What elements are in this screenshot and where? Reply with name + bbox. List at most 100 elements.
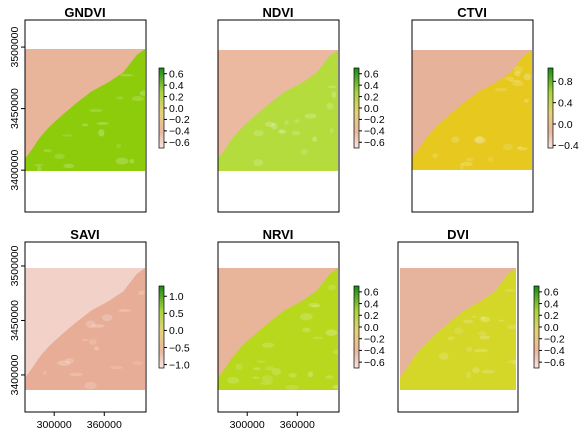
legend-colorbar [158, 67, 165, 149]
plot-frame [217, 241, 340, 413]
x-tick-label: 300000 [230, 419, 265, 431]
raster-land [218, 50, 338, 171]
raster-texture [256, 360, 266, 363]
legend-tick-label: −0.6 [544, 357, 565, 369]
legend-tick-label: 0.4 [169, 80, 184, 92]
panel-savi: SAVI 3400000 3450000 3500000 300000 360000 1.0… [9, 227, 190, 431]
raster-texture [227, 377, 240, 384]
raster-texture [466, 371, 472, 379]
raster-texture [65, 358, 74, 364]
legend-tick-label: 0.0 [558, 119, 573, 131]
raster-texture [325, 375, 334, 379]
legend-tick-label: −0.4 [558, 140, 579, 152]
raster-texture [138, 290, 146, 293]
raster-texture [57, 360, 71, 366]
raster-texture [285, 385, 300, 390]
panel-title: CTVI [457, 5, 487, 20]
legend-tick-label: −0.2 [364, 334, 385, 346]
raster-texture [311, 304, 321, 308]
raster-texture [117, 309, 131, 312]
raster-texture [432, 153, 439, 159]
raster-texture [506, 324, 519, 330]
raster-texture [480, 316, 491, 323]
raster-texture [253, 129, 264, 137]
legend-tick-label: −0.4 [364, 345, 385, 357]
raster-texture [494, 87, 508, 92]
raster-texture [116, 143, 122, 149]
panel-ctvi: CTVI 0.8 0.4 0.0 −0.4 [411, 5, 579, 213]
raster-texture [82, 338, 89, 341]
raster-texture [284, 119, 289, 126]
raster-texture [252, 376, 260, 379]
legend-tick-label: 0.4 [544, 298, 559, 310]
legend-tick-label: −0.6 [169, 137, 190, 149]
raster-texture [327, 85, 337, 89]
legend-tick-label: 0.0 [169, 103, 184, 115]
x-tick-label: 360000 [87, 419, 122, 431]
raster-texture [331, 91, 337, 99]
raster-texture [308, 302, 320, 308]
legend-colorbar [533, 285, 540, 369]
legend-tick-label: 0.2 [169, 91, 184, 103]
legend-tick-label: 0.0 [169, 325, 184, 337]
raster-texture [63, 163, 75, 169]
raster-texture [506, 359, 520, 364]
raster-texture [459, 163, 464, 170]
raster-texture [465, 346, 473, 353]
raster-texture [502, 143, 513, 151]
legend-tick-label: 1.0 [169, 291, 184, 303]
raster-texture [498, 319, 505, 322]
legend-tick-label: −0.2 [364, 114, 385, 126]
raster-texture [326, 102, 334, 110]
raster-texture [301, 327, 311, 333]
panel-title: SAVI [70, 227, 99, 242]
raster-texture [294, 119, 300, 124]
legend-tick-label: −0.6 [364, 137, 385, 149]
raster-texture [37, 165, 42, 174]
raster-texture [505, 76, 515, 81]
raster-texture [265, 366, 275, 371]
legend-tick-label: 0.2 [544, 310, 559, 322]
legend-tick-label: 0.0 [364, 322, 379, 334]
raster-texture [523, 98, 529, 103]
raster-land [218, 268, 338, 390]
panel-dvi: DVI 0.60.40.20.0−0.2−0.4−0.6 [397, 227, 565, 413]
raster-texture [304, 113, 317, 119]
raster-texture [96, 121, 109, 125]
raster-texture [33, 163, 44, 167]
raster-land [412, 50, 532, 170]
raster-texture [88, 338, 97, 346]
raster-texture [301, 148, 308, 155]
legend-tick-label: −0.5 [169, 342, 190, 354]
raster-texture [454, 327, 463, 335]
raster-texture [329, 128, 334, 134]
legend-colorbar [158, 285, 165, 369]
raster-texture [62, 134, 73, 137]
raster-texture [98, 129, 105, 137]
plot-frame [24, 19, 147, 213]
legend-tick-label: 0.2 [364, 91, 379, 103]
y-tick-label: 3400000 [9, 354, 21, 395]
legend-tick-label: 0.0 [364, 103, 379, 115]
legend-tick-label: 0.8 [558, 76, 573, 88]
raster-texture [307, 371, 313, 378]
plot-frame [411, 19, 534, 213]
legend-tick-label: −0.2 [169, 114, 190, 126]
raster-texture [131, 95, 144, 102]
raster-texture [85, 320, 96, 329]
panel-gndvi: GNDVI3400000345000035000000.60.40.20.0−0… [9, 5, 190, 213]
panel-ndvi: NDVI 0.60.40.20.0−0.2−0.4−0.6 [217, 5, 385, 213]
raster-texture [253, 367, 261, 371]
raster-texture [84, 381, 97, 390]
plot-frame [24, 241, 147, 413]
raster-texture [465, 157, 474, 162]
legend-tick-label: −0.4 [364, 126, 385, 138]
raster-texture [504, 289, 515, 292]
raster-texture [325, 329, 338, 336]
raster-texture [514, 71, 521, 77]
raster-texture [481, 369, 496, 374]
raster-texture [88, 108, 103, 113]
raster-land [25, 49, 145, 171]
legend-tick-label: −0.4 [544, 345, 565, 357]
